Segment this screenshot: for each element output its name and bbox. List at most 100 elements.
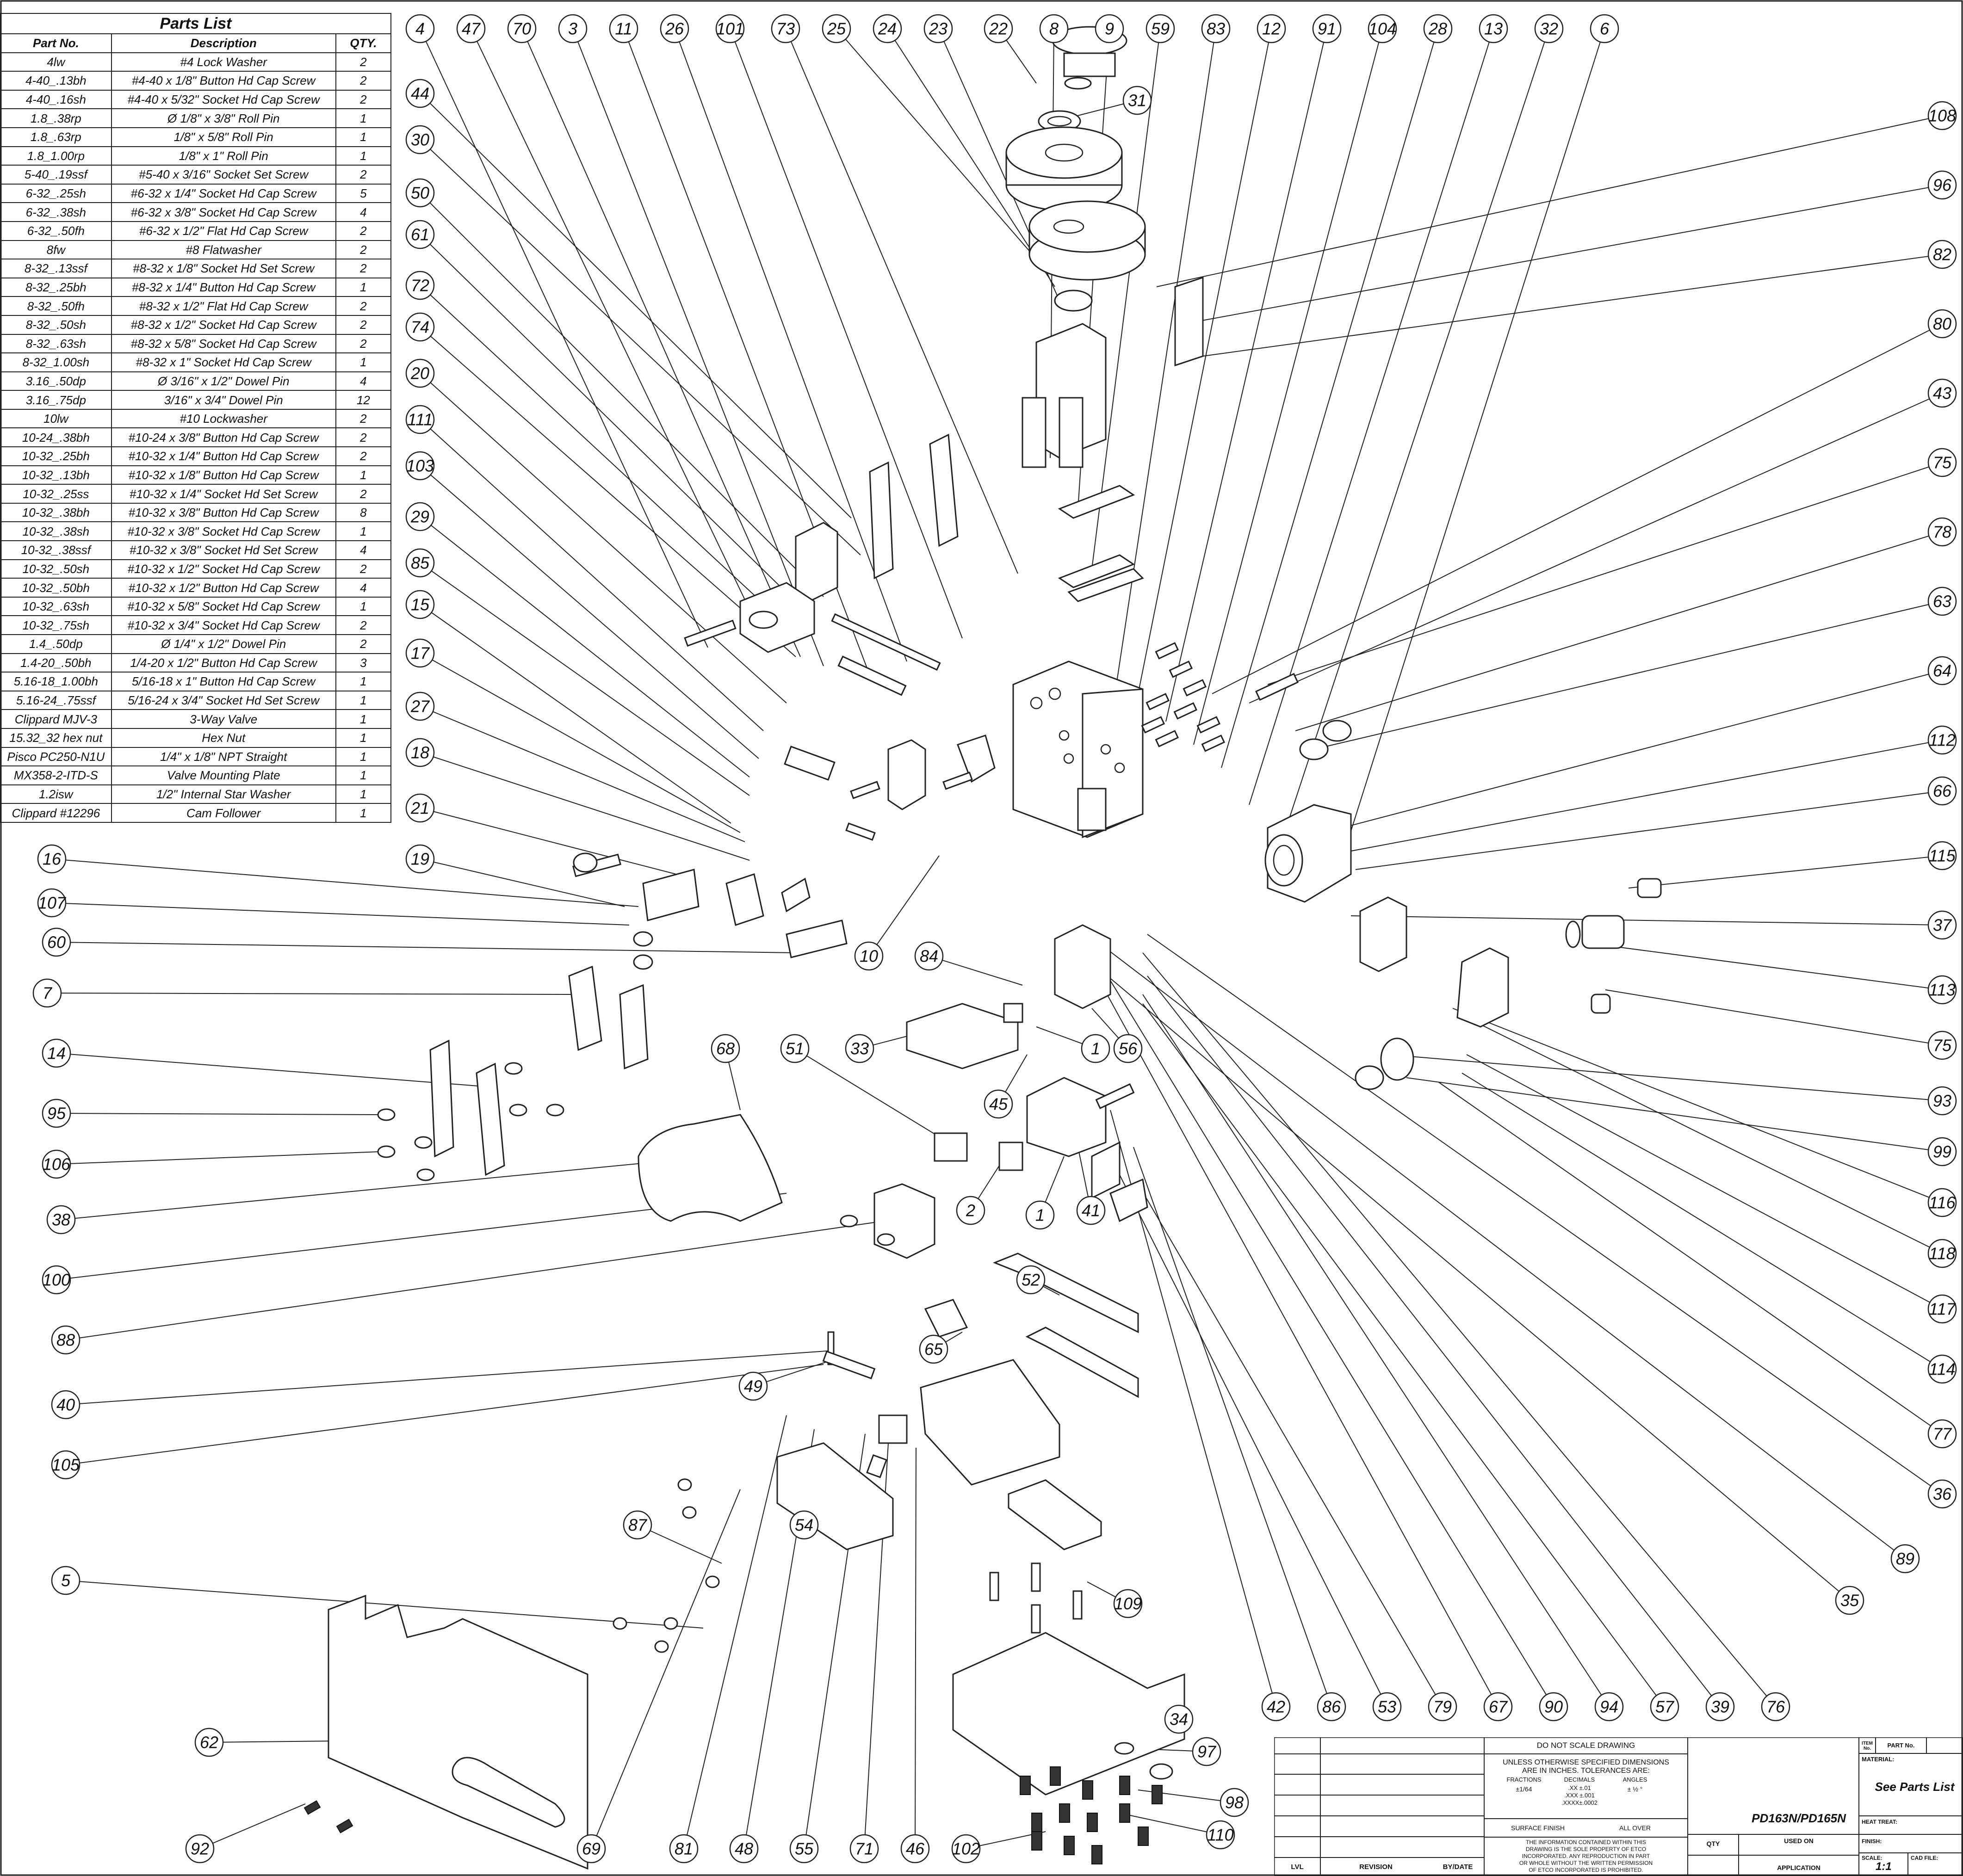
item-balloon: 6 [1590, 14, 1619, 43]
item-balloon: 84 [914, 941, 944, 971]
proprietary-line-5: OF ETCO INCORPORATED IS PROHIBITED. [1529, 1867, 1643, 1873]
parts-list-row: 10-32_.38bh #10-32 x 3/8" Button Hd Cap S… [0, 502, 392, 523]
balloon-number: 102 [952, 1839, 980, 1858]
qty-label: QTY [1706, 1840, 1720, 1847]
balloon-number: 98 [1225, 1793, 1244, 1812]
parts-list-row: 8-32_.63sh #8-32 x 5/8" Socket Hd Cap Scr… [0, 333, 392, 354]
balloon-number: 63 [1933, 592, 1951, 611]
description-cell: #10-32 x 1/8" Button Hd Cap Screw [111, 465, 336, 485]
leader-line [51, 858, 639, 907]
item-balloon: 3 [558, 14, 588, 43]
part-no-cell: 8-32_.13ssf [0, 259, 112, 278]
fractions-value: ±1/64 [1516, 1785, 1532, 1793]
balloon-number: 35 [1840, 1591, 1859, 1610]
item-balloon: 71 [849, 1834, 879, 1864]
parts-list-row: 4-40_.16sh #4-40 x 5/32" Socket Hd Cap Sc… [0, 89, 392, 110]
description-cell: #10-32 x 3/4" Socket Hd Cap Screw [111, 615, 336, 635]
qty-cell: 1 [335, 690, 392, 710]
part-no-cell: 10-32_.50sh [0, 559, 112, 579]
item-balloon: 109 [1113, 1589, 1143, 1618]
leader-line [420, 192, 824, 597]
description-cell: #10-32 x 1/2" Socket Hd Cap Screw [111, 559, 336, 579]
item-balloon: 98 [1220, 1788, 1249, 1817]
balloon-number: 6 [1600, 19, 1610, 38]
leader-line [420, 516, 750, 778]
description-cell: #10 Lockwasher [111, 408, 336, 429]
parts-list-row: Clippard #12296 Cam Follower 1 [0, 803, 392, 823]
leader-line [420, 234, 815, 620]
balloon-number: 40 [56, 1395, 75, 1414]
leader-line [1286, 28, 1549, 828]
part-no-label: PART No. [1887, 1742, 1915, 1749]
description-cell: Ø 3/16" x 1/2" Dowel Pin [111, 371, 336, 391]
qty-cell: 2 [335, 296, 392, 316]
item-balloon: 90 [1539, 1692, 1568, 1722]
leader-line [674, 28, 907, 662]
parts-list-row: 3.16_.50dp Ø 3/16" x 1/2" Dowel Pin 4 [0, 371, 392, 391]
qty-cell: 2 [335, 240, 392, 260]
description-cell: Ø 1/8" x 3/8" Roll Pin [111, 108, 336, 128]
item-balloon: 96 [1927, 170, 1957, 200]
leader-line [1212, 323, 1943, 694]
balloon-number: 101 [716, 19, 744, 38]
balloon-number: 33 [850, 1039, 869, 1058]
leader-line [471, 28, 764, 639]
decimals-xxx: .XXX ±.001 [1564, 1792, 1595, 1799]
header-part-no: Part No. [0, 33, 112, 53]
description-cell: 1/2" Internal Star Washer [111, 784, 336, 804]
balloon-number: 77 [1933, 1425, 1952, 1444]
part-no-cell: 10-32_.38sh [0, 521, 112, 542]
leader-line [1138, 28, 1272, 694]
item-no-label: ITEM No. [1862, 1741, 1873, 1751]
item-balloon: 50 [405, 178, 435, 208]
leader-line [1138, 1184, 1443, 1707]
description-cell: #4-40 x 1/8" Button Hd Cap Screw [111, 71, 336, 91]
balloon-number: 106 [43, 1155, 71, 1174]
parts-list-row: 10-32_.38sh #10-32 x 3/8" Socket Hd Cap S… [0, 521, 392, 542]
balloon-number: 89 [1896, 1549, 1914, 1568]
leader-line [1628, 855, 1943, 889]
base-block-part [920, 1359, 1060, 1486]
leader-line [1461, 1073, 1943, 1370]
proprietary-line-2: DRAWING IS THE SOLE PROPERTY OF ETCO [1525, 1846, 1647, 1852]
balloon-number: 65 [924, 1340, 943, 1359]
decimals-xx: .XX ±.01 [1568, 1784, 1591, 1791]
leader-line [47, 993, 574, 995]
item-balloon: 104 [1368, 14, 1397, 43]
qty-cell: 1 [335, 596, 392, 617]
item-balloon: 83 [1201, 14, 1231, 43]
item-balloon: 12 [1257, 14, 1286, 43]
qty-cell: 3 [335, 653, 392, 673]
item-balloon: 10 [854, 941, 884, 971]
balloon-number: 99 [1933, 1142, 1951, 1161]
part-no-cell: 10-32_.75sh [0, 615, 112, 635]
description-cell: 3/16" x 3/4" Dowel Pin [111, 390, 336, 410]
description-cell: Cam Follower [111, 803, 336, 823]
balloon-number: 17 [411, 644, 430, 663]
description-cell: 1/4-20 x 1/2" Button Hd Cap Screw [111, 653, 336, 673]
do-not-scale-note: DO NOT SCALE DRAWING [1536, 1741, 1635, 1750]
leader-line [1193, 28, 1383, 745]
parts-list-row: 8fw #8 Flatwasher 2 [0, 240, 392, 260]
balloon-number: 1 [1091, 1039, 1100, 1058]
balloon-number: 25 [827, 19, 846, 38]
qty-cell: 12 [335, 390, 392, 410]
qty-cell: 2 [335, 221, 392, 241]
parts-list-row: 1.8_.63rp 1/8" x 5/8" Roll Pin 1 [0, 127, 392, 147]
part-no-cell: 5-40_.19ssf [0, 165, 112, 185]
balloon-number: 84 [920, 947, 938, 966]
qty-cell: 4 [335, 540, 392, 560]
balloon-number: 78 [1933, 523, 1951, 542]
balloon-number: 53 [1378, 1697, 1396, 1716]
parts-list-row: 5-40_.19ssf #5-40 x 3/16" Socket Set Scre… [0, 165, 392, 185]
balloon-number: 100 [43, 1271, 70, 1290]
parts-list-row: 8-32_.13ssf #8-32 x 1/8" Socket Hd Set Sc… [0, 259, 392, 278]
parts-list-row: 10-32_.63sh #10-32 x 5/8" Socket Hd Cap S… [0, 596, 392, 617]
leader-line [521, 28, 801, 657]
leader-line [65, 1221, 884, 1340]
balloon-number: 93 [1933, 1092, 1951, 1111]
item-balloon: 44 [405, 79, 435, 108]
proprietary-line-4: OR WHOLE WITHOUT THE WRITTEN PERMISSION [1519, 1860, 1653, 1866]
part-no-cell: 3.16_.75dp [0, 390, 112, 410]
fractions-label: FRACTIONS [1506, 1776, 1542, 1783]
